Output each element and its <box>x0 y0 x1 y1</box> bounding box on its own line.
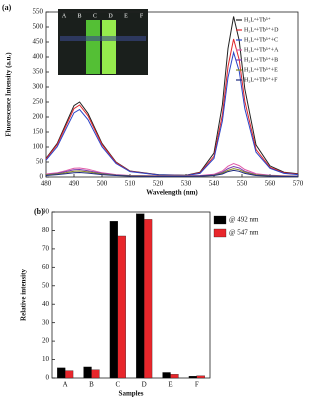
legend-label: @ 547 nm <box>229 229 259 237</box>
x-axis-label: Wavelength (nm) <box>146 189 198 197</box>
y-tick-label: 300 <box>33 83 44 91</box>
panel-label: (b) <box>34 207 44 216</box>
bar <box>117 235 126 379</box>
x-tick-label: A <box>63 381 68 389</box>
inset-label: D <box>108 13 113 19</box>
y-tick-label: 50 <box>42 281 50 289</box>
y-tick-label: 20 <box>42 337 50 345</box>
y-tick-label: 90 <box>42 208 50 216</box>
bar <box>83 366 92 379</box>
y-tick-label: 500 <box>33 23 44 31</box>
y-tick-label: 60 <box>42 263 50 271</box>
y-tick-label: 70 <box>42 244 50 252</box>
legend-label: H₂Lᵃ+Tb³⁺+A <box>244 46 279 53</box>
y-tick-label: 400 <box>33 53 44 61</box>
x-tick-label: 560 <box>265 180 276 188</box>
bar <box>109 221 118 379</box>
y-tick-label: 40 <box>42 300 50 308</box>
x-tick-label: 550 <box>237 180 248 188</box>
x-tick-label: 490 <box>69 180 80 188</box>
series-line <box>45 169 298 177</box>
inset-photo <box>58 9 148 75</box>
y-tick-label: 50 <box>36 158 44 166</box>
y-axis-label: Relative intensity <box>20 269 28 321</box>
inset-label: E <box>124 13 128 19</box>
bar <box>196 375 205 379</box>
bar <box>162 372 171 379</box>
plot-frame <box>45 11 299 178</box>
bar <box>91 369 100 379</box>
y-tick-label: 200 <box>33 113 44 121</box>
y-tick-label: 550 <box>33 8 44 16</box>
legend-swatch <box>213 228 227 238</box>
legend-swatch <box>213 215 227 225</box>
y-tick-label: 450 <box>33 38 44 46</box>
legend-label: H₂Lᵃ+Tb³⁺+B <box>244 56 278 63</box>
legend-label: H₂Lᵃ+Tb³⁺+E <box>244 66 278 73</box>
x-tick-label: 510 <box>125 180 136 188</box>
x-tick-label: D <box>142 381 147 389</box>
panel-label: (a) <box>2 3 12 12</box>
y-axis-label: Fluorescence Intensity (a.u.) <box>5 52 13 137</box>
bar <box>144 219 153 379</box>
legend-label: H₂Lᵃ+Tb³⁺ <box>244 16 271 23</box>
inset-label: C <box>93 13 97 19</box>
vial-glow <box>86 20 100 74</box>
bar <box>57 367 66 379</box>
x-tick-label: 530 <box>181 180 192 188</box>
plot-frame <box>51 211 211 379</box>
x-tick-label: E <box>168 381 172 389</box>
legend-label: H₂Lᵃ+Tb³⁺+C <box>244 36 278 43</box>
x-tick-label: B <box>89 381 94 389</box>
y-tick-label: 80 <box>42 226 50 234</box>
photo-band <box>60 36 146 41</box>
y-tick-label: 150 <box>33 128 44 136</box>
y-tick-label: 10 <box>42 355 50 363</box>
bar <box>188 376 197 379</box>
inset-label: F <box>140 13 144 19</box>
y-tick-label: 350 <box>33 68 44 76</box>
y-tick-label: 100 <box>33 143 44 151</box>
bar <box>65 370 74 379</box>
x-tick-label: C <box>115 381 120 389</box>
x-tick-label: 500 <box>97 180 108 188</box>
y-tick-label: 30 <box>42 318 50 326</box>
x-tick-label: F <box>195 381 199 389</box>
inset-label: A <box>62 13 67 19</box>
y-tick-label: 0 <box>46 374 50 382</box>
vial-glow <box>102 20 116 74</box>
bar <box>136 213 145 379</box>
x-axis-label: Samples <box>119 390 144 398</box>
y-tick-label: 0 <box>40 173 44 181</box>
legend-label: H₂Lᵃ+Tb³⁺+D <box>244 26 279 33</box>
x-tick-label: 480 <box>41 180 52 188</box>
legend-label: @ 492 nm <box>229 216 259 224</box>
inset-label: B <box>77 13 81 19</box>
x-tick-label: 540 <box>209 180 220 188</box>
x-tick-label: 570 <box>293 180 303 188</box>
y-tick-label: 250 <box>33 98 44 106</box>
x-tick-label: 520 <box>153 180 164 188</box>
series-line <box>45 50 299 177</box>
legend-label: H₂Lᵃ+Tb³⁺+F <box>244 76 278 83</box>
bar <box>170 374 179 379</box>
